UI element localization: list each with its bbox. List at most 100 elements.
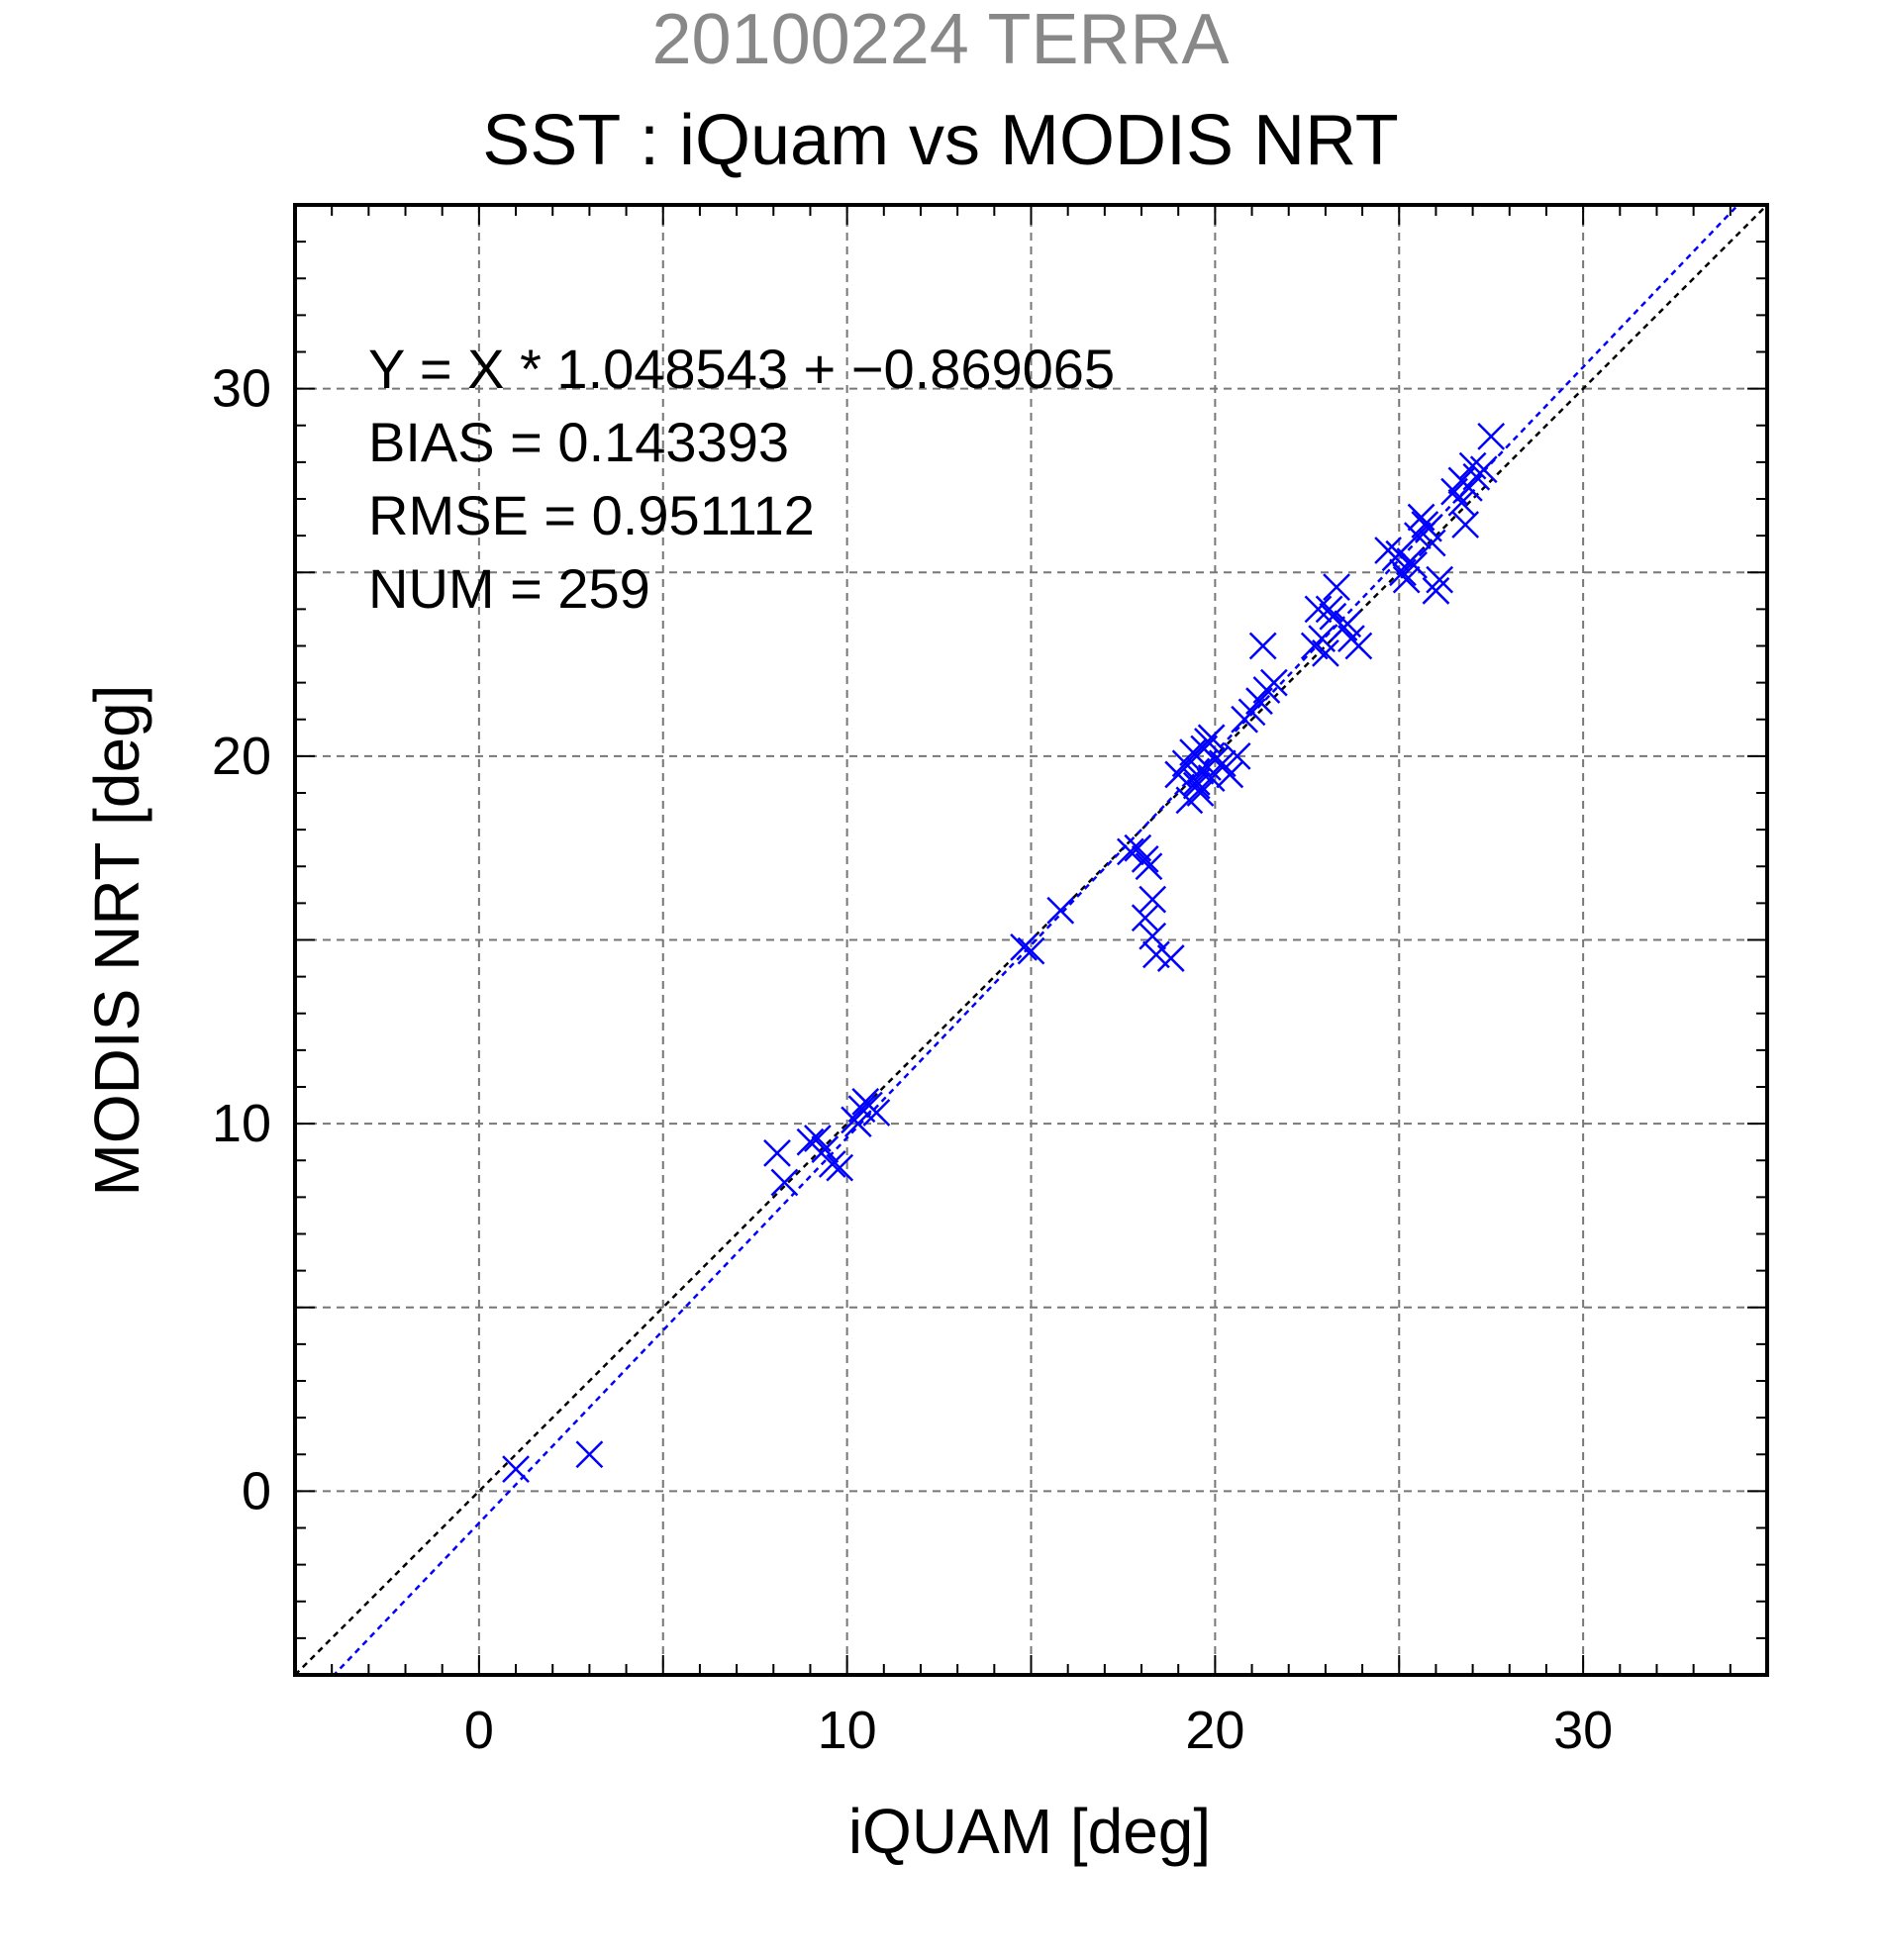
data-point-stroke [1131, 904, 1159, 932]
chart-title: SST : iQuam vs MODIS NRT [482, 101, 1399, 180]
data-point-stroke [1418, 529, 1446, 557]
data-point [1197, 724, 1226, 752]
data-point [811, 1135, 840, 1163]
data-point-stroke [1138, 885, 1167, 914]
bias-value: BIAS = 0.143393 [368, 411, 789, 473]
data-point [1248, 632, 1277, 660]
data-point-stroke [1182, 771, 1211, 800]
data-point [1304, 595, 1333, 624]
data-point-stroke [1308, 625, 1336, 652]
data-point [1415, 514, 1442, 542]
data-point-stroke [1319, 602, 1347, 631]
y-axis-label: MODIS NRT [deg] [81, 685, 152, 1197]
data-point-stroke [1197, 724, 1226, 752]
x-tick-label: 20 [1185, 1701, 1244, 1760]
x-tick-label: 30 [1553, 1701, 1613, 1760]
y-tick-label: 20 [212, 727, 271, 786]
data-point [1131, 844, 1159, 873]
data-point [1131, 904, 1159, 932]
data-point-stroke [763, 1138, 791, 1167]
data-point [826, 1153, 854, 1182]
data-point-stroke [804, 1125, 832, 1152]
data-point [1223, 741, 1251, 770]
data-point [1259, 668, 1288, 697]
num-value: NUM = 259 [368, 557, 650, 620]
data-point-stroke [1142, 940, 1170, 969]
data-point [1186, 779, 1215, 807]
data-point-stroke [818, 1150, 846, 1178]
data-point [1312, 639, 1339, 667]
data-point-stroke [1407, 503, 1436, 532]
data-point [575, 1440, 604, 1469]
data-point [1426, 565, 1454, 594]
data-point-stroke [843, 1110, 872, 1138]
data-point-stroke [1138, 922, 1167, 950]
data-point-stroke [1208, 749, 1237, 778]
data-point-stroke [1422, 576, 1450, 605]
data-point-stroke [1469, 455, 1498, 484]
data-point [1046, 896, 1075, 925]
data-point [1216, 760, 1244, 789]
data-point-stroke [1179, 738, 1207, 767]
x-tick-label: 10 [818, 1701, 877, 1760]
data-point-stroke [1216, 760, 1244, 789]
data-point [1477, 423, 1506, 450]
data-point-stroke [796, 1127, 825, 1156]
data-point-stroke [1017, 936, 1045, 965]
data-point-stroke [1312, 639, 1339, 667]
data-point [1138, 885, 1167, 914]
data-point [1116, 837, 1144, 866]
data-point-stroke [826, 1153, 854, 1182]
data-point-stroke [502, 1455, 530, 1483]
page-title: 20100224 TERRA [651, 0, 1230, 79]
data-point-stroke [1156, 944, 1185, 972]
data-point-stroke [1046, 896, 1075, 925]
data-point-stroke [770, 1168, 799, 1197]
data-point-stroke [1010, 933, 1038, 961]
data-point [1010, 933, 1038, 961]
x-tick-label: 0 [464, 1701, 494, 1760]
regression-fit-line [332, 205, 1740, 1675]
data-point-stroke [1259, 668, 1288, 697]
data-point-stroke [1426, 565, 1454, 594]
rmse-value: RMSE = 0.951112 [368, 484, 815, 546]
data-point [1400, 550, 1429, 579]
data-point-stroke [1447, 488, 1476, 517]
data-point [1392, 565, 1421, 594]
data-point [1447, 488, 1476, 517]
fit-equation: Y = X * 1.048543 + −0.869065 [368, 338, 1115, 400]
y-tick-label: 30 [212, 359, 271, 419]
data-point-stroke [1116, 837, 1144, 866]
data-point [1344, 632, 1373, 660]
data-point-stroke [1400, 550, 1429, 579]
data-point-stroke [1304, 595, 1333, 624]
data-point [1385, 539, 1414, 568]
data-point-stroke [1186, 779, 1215, 807]
data-point [770, 1168, 799, 1197]
data-point-stroke [1248, 632, 1277, 660]
data-point [1017, 936, 1045, 965]
data-point [843, 1110, 872, 1138]
data-point-stroke [1344, 632, 1373, 660]
data-point [1422, 576, 1450, 605]
data-points [502, 423, 1506, 1483]
data-point-stroke [851, 1087, 880, 1116]
data-point [1469, 455, 1498, 484]
data-point [1319, 602, 1347, 631]
data-point [1182, 771, 1211, 800]
plot-frame [293, 203, 1769, 1677]
data-point-stroke [1477, 423, 1506, 450]
data-point [818, 1150, 846, 1178]
data-point [1458, 451, 1487, 480]
data-point-stroke [1334, 610, 1362, 638]
data-point [1323, 573, 1350, 601]
data-point-stroke [1315, 595, 1343, 624]
data-point-stroke [1223, 741, 1251, 770]
data-point-stroke [1124, 833, 1152, 862]
data-point-stroke [1458, 451, 1487, 480]
data-point-stroke [1197, 764, 1226, 793]
data-point-stroke [1323, 573, 1350, 601]
y-tick-label: 10 [212, 1094, 271, 1153]
data-point-stroke [1385, 539, 1414, 568]
